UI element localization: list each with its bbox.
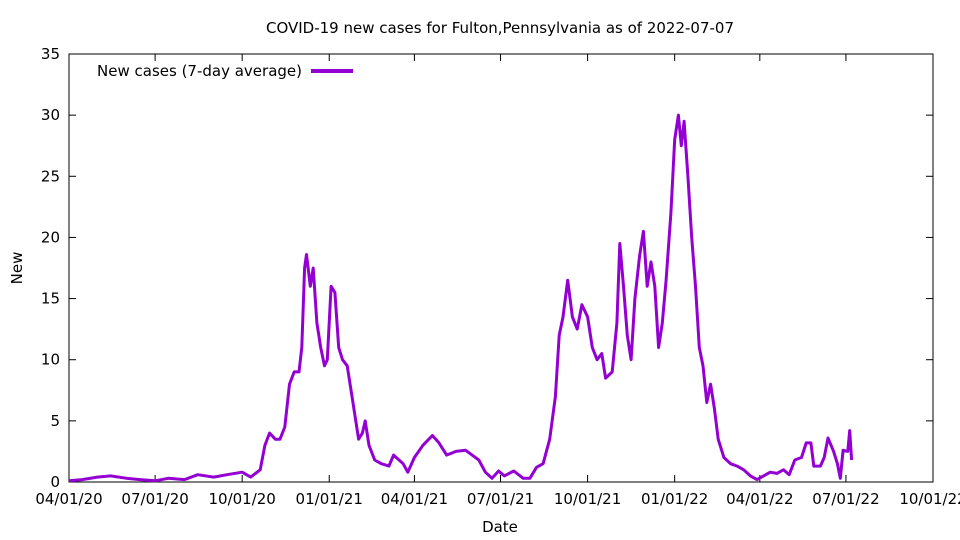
x-tick-label: 04/01/22	[726, 490, 793, 508]
y-tick-label: 0	[50, 473, 60, 491]
x-tick-label: 10/01/21	[554, 490, 621, 508]
y-tick-label: 35	[41, 45, 60, 63]
y-tick-label: 10	[41, 351, 60, 369]
y-tick-label: 25	[41, 167, 60, 185]
series-line-0	[68, 113, 854, 483]
y-tick-label: 30	[41, 106, 60, 124]
y-axis-ticks: 0 5 10 15 20 25 30 35	[41, 45, 933, 491]
x-tick-label: 04/01/20	[35, 490, 102, 508]
x-tick-label: 01/01/22	[641, 490, 708, 508]
x-tick-label: 01/01/21	[296, 490, 363, 508]
plot-frame	[68, 53, 934, 483]
chart-title: COVID-19 new cases for Fulton,Pennsylvan…	[266, 19, 734, 37]
y-tick-label: 15	[41, 290, 60, 308]
x-tick-label: 07/01/21	[467, 490, 534, 508]
x-tick-label: 10/01/22	[899, 490, 960, 508]
x-tick-label: 04/01/21	[381, 490, 448, 508]
y-axis-label: New	[8, 252, 26, 285]
x-axis-label: Date	[482, 518, 518, 536]
legend: New cases (7-day average)	[97, 62, 353, 80]
x-tick-label: 07/01/22	[812, 490, 879, 508]
x-axis-ticks: 04/01/20 07/01/20 10/01/20 01/01/21 04/01/21…	[35, 54, 960, 508]
x-tick-label: 07/01/20	[121, 490, 188, 508]
x-tick-label: 10/01/20	[208, 490, 275, 508]
series-layer	[68, 113, 854, 483]
legend-label: New cases (7-day average)	[97, 62, 302, 80]
y-tick-label: 5	[50, 412, 60, 430]
y-tick-label: 20	[41, 228, 60, 246]
